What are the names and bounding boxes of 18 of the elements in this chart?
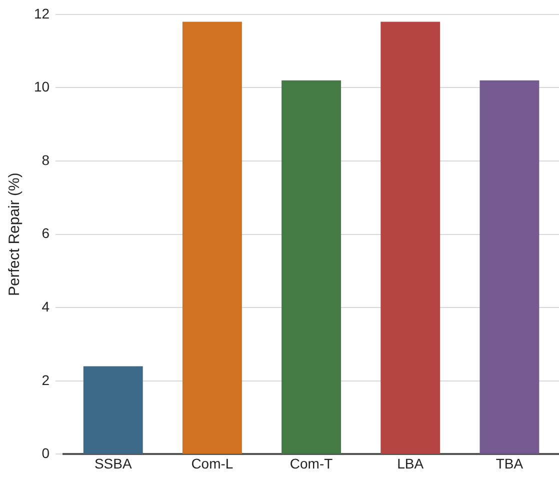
y-tick-label: 10 xyxy=(34,78,50,95)
x-tick-label: LBA xyxy=(397,455,424,472)
bar xyxy=(83,366,143,454)
y-tick-label: 6 xyxy=(42,225,50,242)
y-tick-label: 0 xyxy=(42,445,50,462)
y-tick-label: 2 xyxy=(42,372,50,388)
y-tick-label: 4 xyxy=(42,298,50,314)
bar xyxy=(282,80,342,454)
bar xyxy=(182,22,242,454)
bar xyxy=(380,22,440,454)
y-axis-title: Perfect Repair (%) xyxy=(6,172,24,296)
x-tick-label: TBA xyxy=(496,455,524,472)
x-tick-label: Com-T xyxy=(290,455,334,472)
y-tick-label: 8 xyxy=(42,152,50,168)
x-tick-label: SSBA xyxy=(94,455,132,472)
bar xyxy=(480,80,540,454)
y-tick-label: 12 xyxy=(34,5,50,22)
x-tick-label: Com-L xyxy=(191,455,234,472)
